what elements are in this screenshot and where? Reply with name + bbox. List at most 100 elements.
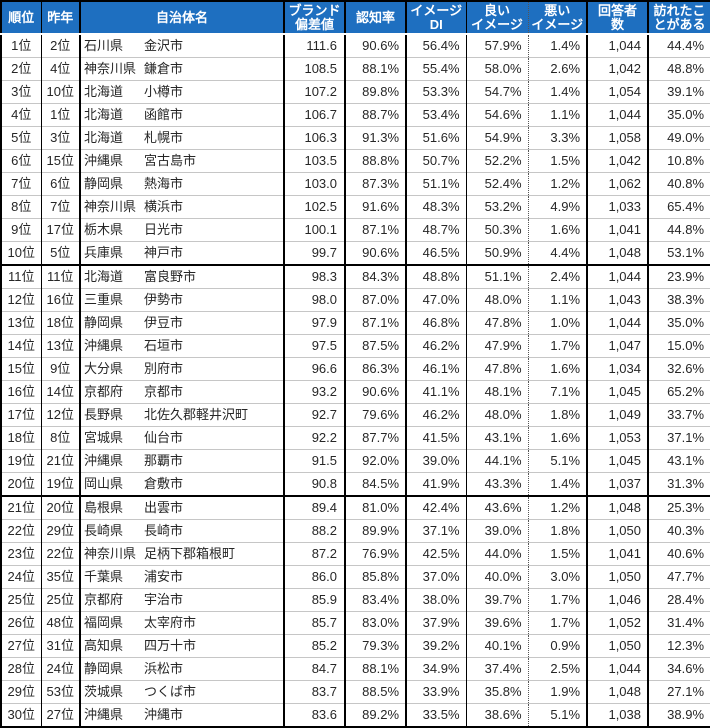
cell-bad_image: 7.1% <box>527 380 588 404</box>
cell-image_di: 55.4% <box>405 57 467 81</box>
cell-bad_image: 5.1% <box>527 703 588 727</box>
cell-recognition_rate: 90.6% <box>344 241 407 265</box>
cell-prefecture: 千葉県 <box>79 565 142 589</box>
cell-image_di: 46.1% <box>405 357 467 381</box>
table-row: 2位 4位 神奈川県 鎌倉市 108.5 88.1% 55.4% 58.0% 2.6% 1,042… <box>1 57 710 81</box>
cell-respondents: 1,050 <box>586 519 649 543</box>
cell-visited: 38.9% <box>647 703 710 727</box>
cell-recognition_rate: 92.0% <box>344 449 407 473</box>
cell-image_di: 51.1% <box>405 172 467 196</box>
table-row: 28位 24位 静岡県 浜松市 84.7 88.1% 34.9% 37.4% 2.5% 1,044… <box>1 657 710 681</box>
cell-prev_year_rank: 25位 <box>40 588 80 612</box>
cell-image_di: 37.9% <box>405 611 467 635</box>
cell-bad_image: 1.8% <box>527 403 588 427</box>
cell-image_di: 51.6% <box>405 126 467 150</box>
cell-image_di: 48.8% <box>405 264 467 289</box>
cell-prev_year_rank: 19位 <box>40 472 80 496</box>
cell-good_image: 43.3% <box>465 472 529 496</box>
cell-municipality: 宇治市 <box>142 588 285 612</box>
cell-image_di: 48.7% <box>405 218 467 242</box>
cell-municipality: つくば市 <box>142 680 285 704</box>
cell-good_image: 44.1% <box>465 449 529 473</box>
cell-respondents: 1,044 <box>586 264 649 289</box>
cell-rank: 7位 <box>1 172 41 196</box>
header-row: 順位 昨年 自治体名 ブランド 偏差値 認知率 イメージ DI 良い イメージ … <box>1 1 710 35</box>
cell-prefecture: 栃木県 <box>79 218 142 242</box>
cell-bad_image: 0.9% <box>527 634 588 658</box>
cell-rank: 22位 <box>1 519 41 543</box>
cell-recognition_rate: 85.8% <box>344 565 407 589</box>
cell-prev_year_rank: 6位 <box>40 172 80 196</box>
cell-brand_score: 85.2 <box>283 634 346 658</box>
cell-rank: 17位 <box>1 403 41 427</box>
cell-prefecture: 高知県 <box>79 634 142 658</box>
cell-rank: 11位 <box>1 264 41 289</box>
cell-rank: 28位 <box>1 657 41 681</box>
cell-municipality: 那覇市 <box>142 449 285 473</box>
cell-good_image: 54.9% <box>465 126 529 150</box>
cell-rank: 4位 <box>1 103 41 127</box>
cell-prefecture: 沖縄県 <box>79 334 142 358</box>
cell-brand_score: 93.2 <box>283 380 346 404</box>
cell-rank: 12位 <box>1 288 41 312</box>
cell-municipality: 別府市 <box>142 357 285 381</box>
cell-brand_score: 87.2 <box>283 542 346 566</box>
cell-visited: 28.4% <box>647 588 710 612</box>
cell-good_image: 53.2% <box>465 195 529 219</box>
cell-recognition_rate: 87.7% <box>344 426 407 450</box>
cell-image_di: 42.4% <box>405 495 467 520</box>
cell-visited: 44.4% <box>647 34 710 58</box>
cell-rank: 21位 <box>1 495 41 520</box>
table-row: 4位 1位 北海道 函館市 106.7 88.7% 53.4% 54.6% 1.1% 1,044 3… <box>1 103 710 127</box>
header-image-di: イメージ DI <box>405 1 467 35</box>
cell-prev_year_rank: 16位 <box>40 288 80 312</box>
cell-prev_year_rank: 17位 <box>40 218 80 242</box>
cell-bad_image: 1.5% <box>527 542 588 566</box>
cell-prev_year_rank: 14位 <box>40 380 80 404</box>
cell-brand_score: 84.7 <box>283 657 346 681</box>
cell-good_image: 51.1% <box>465 264 529 289</box>
cell-prev_year_rank: 4位 <box>40 57 80 81</box>
cell-municipality: 出雲市 <box>142 495 285 520</box>
table-row: 23位 22位 神奈川県 足柄下郡箱根町 87.2 76.9% 42.5% 44.0% 1.5%… <box>1 542 710 566</box>
cell-good_image: 39.7% <box>465 588 529 612</box>
cell-recognition_rate: 76.9% <box>344 542 407 566</box>
table-row: 16位 14位 京都府 京都市 93.2 90.6% 41.1% 48.1% 7.1% 1,045… <box>1 380 710 404</box>
cell-bad_image: 1.8% <box>527 519 588 543</box>
cell-visited: 65.4% <box>647 195 710 219</box>
cell-good_image: 58.0% <box>465 57 529 81</box>
cell-image_di: 48.3% <box>405 195 467 219</box>
cell-municipality: 小樽市 <box>142 80 285 104</box>
cell-respondents: 1,062 <box>586 172 649 196</box>
cell-brand_score: 111.6 <box>283 34 346 58</box>
cell-municipality: 仙台市 <box>142 426 285 450</box>
header-brand-score: ブランド 偏差値 <box>283 1 346 35</box>
cell-brand_score: 83.7 <box>283 680 346 704</box>
header-visited: 訪れたこ とがある <box>647 1 710 35</box>
cell-rank: 8位 <box>1 195 41 219</box>
cell-prev_year_rank: 48位 <box>40 611 80 635</box>
cell-municipality: 伊勢市 <box>142 288 285 312</box>
cell-image_di: 39.2% <box>405 634 467 658</box>
cell-visited: 48.8% <box>647 57 710 81</box>
cell-visited: 25.3% <box>647 495 710 520</box>
cell-prev_year_rank: 13位 <box>40 334 80 358</box>
cell-image_di: 42.5% <box>405 542 467 566</box>
cell-bad_image: 1.6% <box>527 426 588 450</box>
cell-bad_image: 1.4% <box>527 472 588 496</box>
cell-respondents: 1,038 <box>586 703 649 727</box>
cell-prev_year_rank: 24位 <box>40 657 80 681</box>
cell-respondents: 1,044 <box>586 657 649 681</box>
cell-brand_score: 92.2 <box>283 426 346 450</box>
cell-good_image: 48.1% <box>465 380 529 404</box>
cell-brand_score: 102.5 <box>283 195 346 219</box>
cell-visited: 49.0% <box>647 126 710 150</box>
cell-visited: 40.3% <box>647 519 710 543</box>
cell-recognition_rate: 88.5% <box>344 680 407 704</box>
cell-good_image: 47.8% <box>465 311 529 335</box>
cell-brand_score: 92.7 <box>283 403 346 427</box>
cell-good_image: 39.6% <box>465 611 529 635</box>
cell-bad_image: 1.9% <box>527 680 588 704</box>
cell-recognition_rate: 87.3% <box>344 172 407 196</box>
table-row: 29位 53位 茨城県 つくば市 83.7 88.5% 33.9% 35.8% 1.9% 1,04… <box>1 680 710 704</box>
